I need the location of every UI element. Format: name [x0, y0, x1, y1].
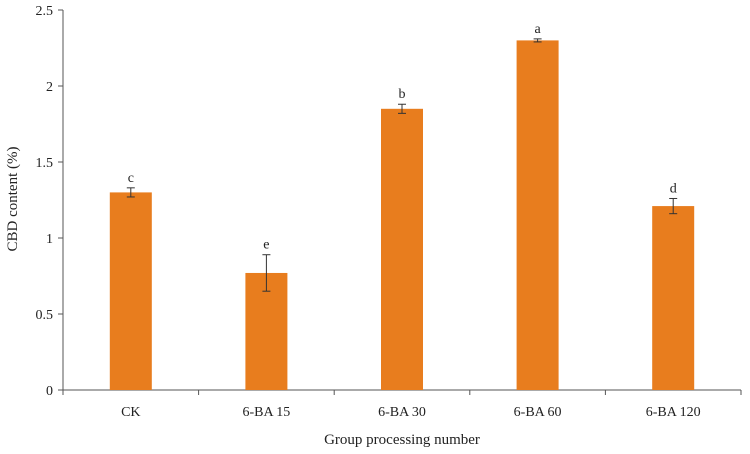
bar	[652, 206, 695, 390]
significance-label: e	[263, 238, 269, 253]
x-category-label: 6-BA 120	[646, 405, 701, 420]
y-tick-label: 2.5	[36, 4, 54, 19]
significance-labels: c e b a d	[128, 22, 677, 253]
significance-label: d	[670, 181, 677, 196]
bar	[245, 272, 288, 390]
significance-label: a	[534, 22, 541, 37]
significance-label: b	[399, 87, 406, 102]
y-tick-label: 2	[46, 80, 53, 95]
y-axis: 0 0.5 1 1.5 2 2.5	[36, 4, 64, 399]
x-category-label: 6-BA 15	[242, 405, 290, 420]
bar	[516, 40, 559, 391]
x-category-label: 6-BA 60	[514, 405, 562, 420]
x-category-label: 6-BA 30	[378, 405, 426, 420]
x-category-label: CK	[121, 405, 140, 420]
bar	[109, 192, 152, 390]
y-tick-label: 1.5	[36, 156, 54, 171]
bar	[381, 108, 423, 391]
bars	[109, 40, 695, 391]
significance-label: c	[128, 171, 134, 186]
y-tick-label: 0	[46, 384, 53, 399]
y-tick-label: 1	[46, 232, 53, 247]
error-bars	[126, 38, 678, 292]
y-axis-title: CBD content (%)	[5, 147, 21, 252]
x-axis-title: Group processing number	[324, 432, 480, 448]
y-tick-label: 0.5	[36, 308, 54, 323]
x-axis: CK 6-BA 15 6-BA 30 6-BA 60 6-BA 120	[62, 389, 742, 420]
